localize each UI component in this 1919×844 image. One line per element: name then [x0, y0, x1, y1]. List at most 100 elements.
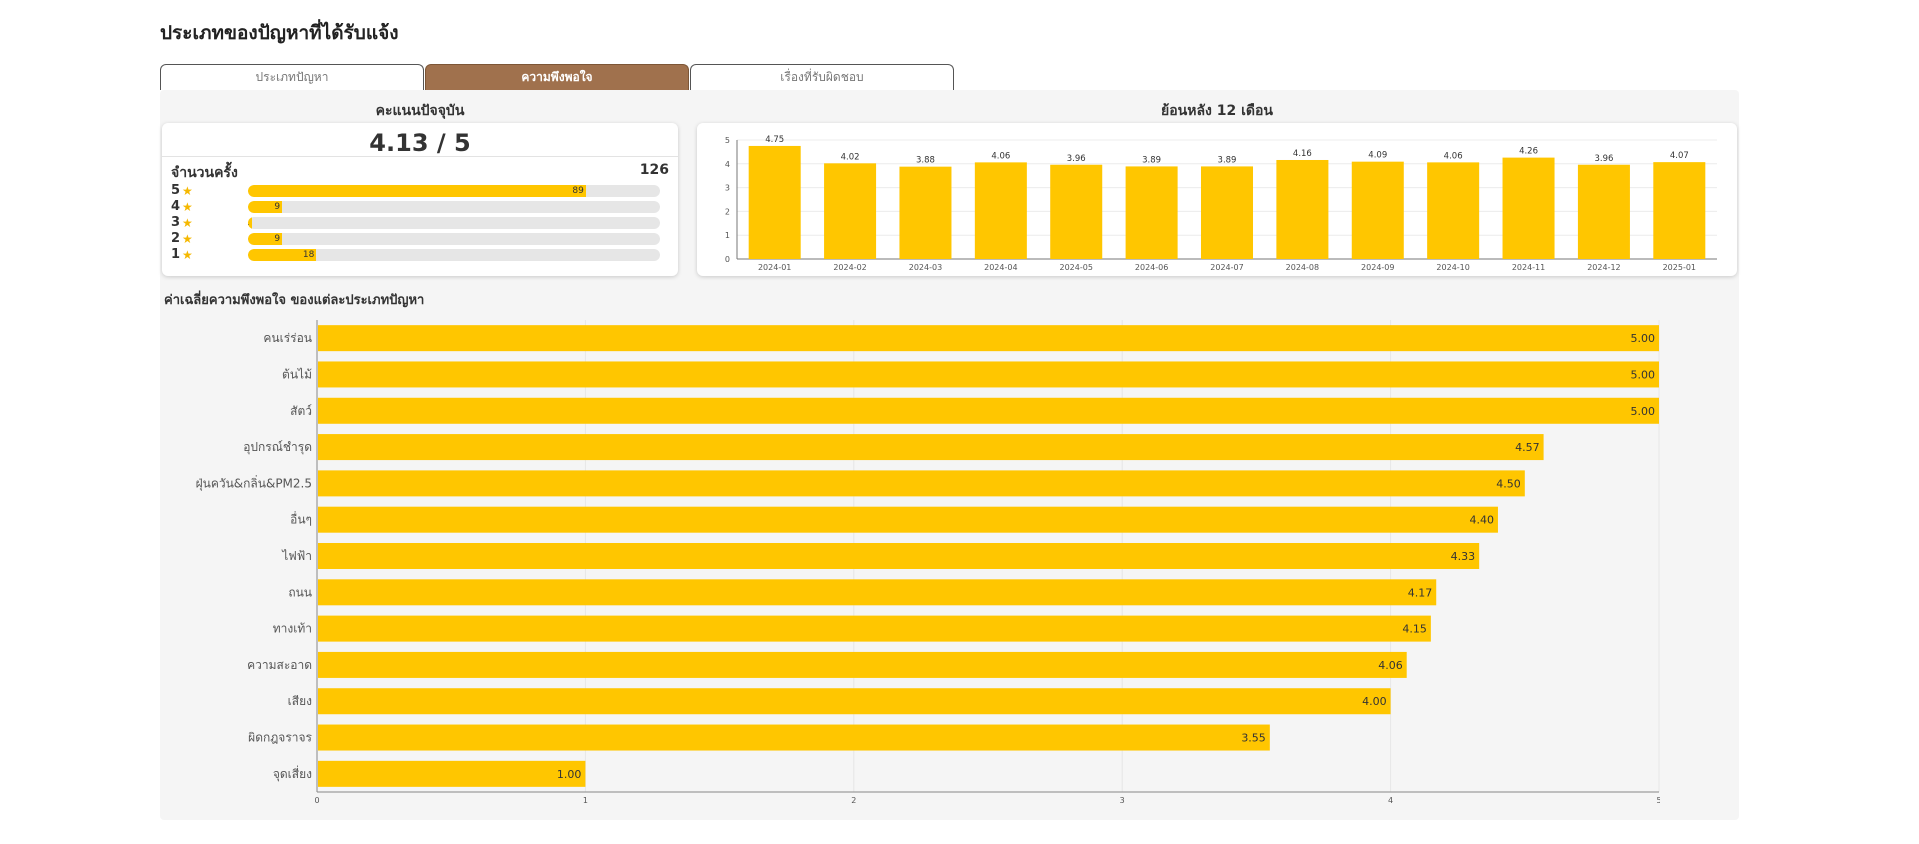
- rating-count: 89: [572, 186, 584, 196]
- x-tick-label: 2024-03: [909, 263, 942, 272]
- bar: [1653, 162, 1706, 259]
- star-icon: ★: [182, 200, 193, 214]
- y-tick-label: 0: [725, 255, 730, 264]
- trend-chart-card: 0 1 2 3 4 5 4.75 2024-01 4.02 2024-02 3.88 2024-03 4…: [697, 123, 1737, 276]
- y-tick-label: 3: [725, 184, 730, 193]
- rating-count: 9: [274, 202, 281, 212]
- data-label: 5.00: [1631, 405, 1656, 418]
- x-tick-label: 2024-04: [984, 263, 1017, 272]
- count-label: จำนวนครั้ง: [171, 165, 238, 181]
- divider: [162, 156, 678, 157]
- star-icon: ★: [182, 248, 193, 262]
- current-score-title: คะแนนปัจจุบัน: [375, 103, 465, 119]
- category-label: อื่นๆ: [290, 511, 312, 527]
- page-title: ประเภทของปัญหาที่ได้รับแจ้ง: [160, 22, 399, 44]
- rating-bar-fill: 1: [248, 217, 252, 229]
- x-tick-label: 2024-01: [758, 263, 791, 272]
- rating-row-3: 3 ★ 1: [171, 216, 671, 230]
- data-label: 4.07: [1670, 151, 1689, 161]
- star-icon: ★: [182, 232, 193, 246]
- category-label: อุปกรณ์ชำรุด: [243, 440, 312, 455]
- data-label: 4.50: [1496, 477, 1521, 490]
- bar: [318, 724, 1270, 751]
- data-label: 4.16: [1293, 149, 1312, 159]
- count-value: 126: [639, 162, 669, 178]
- x-tick-label: 2: [851, 796, 856, 805]
- x-tick-label: 2024-02: [833, 263, 866, 272]
- category-label: ไฟฟ้า: [281, 549, 312, 563]
- bar: [899, 166, 952, 259]
- trend-bar-chart: 0 1 2 3 4 5 4.75 2024-01 4.02 2024-02 3.88 2024-03 4…: [725, 135, 1717, 272]
- rating-bar-track: 1: [248, 217, 660, 229]
- data-label: 4.33: [1451, 550, 1476, 563]
- rating-count: 18: [302, 250, 315, 260]
- bar: [1200, 166, 1254, 259]
- bar: [1276, 159, 1329, 259]
- data-label: 5.00: [1631, 332, 1656, 345]
- rating-bar-track: 89: [248, 185, 660, 197]
- x-tick-label: 0: [314, 796, 319, 805]
- data-label: 4.15: [1402, 623, 1427, 636]
- x-tick-label: 2025-01: [1663, 263, 1696, 272]
- data-label: 4.06: [1444, 151, 1463, 161]
- data-label: 4.06: [1378, 659, 1403, 672]
- data-label: 4.75: [765, 135, 784, 145]
- category-label: ต้นไม้: [282, 367, 312, 381]
- tab-satisfaction[interactable]: ความพึงพอใจ: [425, 64, 689, 90]
- data-label: 4.40: [1469, 514, 1494, 527]
- score-value: 4.13 / 5: [369, 129, 471, 157]
- bar: [1050, 164, 1103, 259]
- bar: [1125, 166, 1178, 259]
- bar: [318, 615, 1431, 642]
- category-label: สัตว์: [290, 404, 312, 418]
- data-label: 3.89: [1218, 155, 1237, 165]
- bar: [318, 579, 1437, 606]
- category-label: ถนน: [288, 585, 312, 599]
- category-bar-chart: 0 1 2 3 4 5 5.00 คนเร่ร่อน 5.00 ต้นไม้ 5.00 สัตว์ 4.…: [196, 320, 1662, 805]
- rating-label: 3: [171, 215, 181, 230]
- data-label: 1.00: [557, 768, 582, 781]
- bar: [318, 361, 1659, 388]
- x-tick-label: 2024-06: [1135, 263, 1168, 272]
- tab-problem-type[interactable]: ประเภทปัญหา: [160, 64, 424, 90]
- category-label: ความสะอาด: [247, 658, 312, 672]
- bar: [1577, 164, 1630, 259]
- x-tick-label: 3: [1120, 796, 1125, 805]
- x-tick-label: 2024-09: [1361, 263, 1394, 272]
- bar: [318, 434, 1544, 461]
- bar: [1351, 161, 1404, 259]
- x-tick-label: 5: [1656, 796, 1660, 805]
- bar: [318, 397, 1659, 424]
- data-label: 3.89: [1142, 155, 1161, 165]
- data-label: 4.57: [1515, 441, 1540, 454]
- x-tick-label: 2024-05: [1060, 263, 1093, 272]
- rating-row-5: 5 ★ 89: [171, 184, 671, 198]
- category-chart: 0 1 2 3 4 5 5.00 คนเร่ร่อน 5.00 ต้นไม้ 5.00 สัตว์ 4.…: [160, 318, 1662, 818]
- bar: [318, 325, 1659, 352]
- y-tick-label: 5: [725, 136, 730, 145]
- category-label: ทางเท้า: [273, 622, 312, 636]
- rating-count: 9: [274, 234, 281, 244]
- star-icon: ★: [182, 216, 193, 230]
- data-label: 4.02: [841, 152, 860, 162]
- x-tick-label: 4: [1388, 796, 1393, 805]
- rating-bar-track: 9: [248, 201, 660, 213]
- data-label: 3.88: [916, 156, 935, 166]
- data-label: 4.00: [1362, 695, 1387, 708]
- bar: [824, 163, 877, 259]
- x-tick-label: 2024-07: [1210, 263, 1243, 272]
- data-label: 4.09: [1368, 151, 1387, 161]
- category-label: เสียง: [288, 694, 312, 708]
- x-tick-label: 2024-08: [1286, 263, 1319, 272]
- rating-label: 2: [171, 231, 181, 246]
- category-chart-title: ค่าเฉลี่ยความพึงพอใจ ของแต่ละประเภทปัญหา: [164, 293, 425, 308]
- category-label: ฝุ่นควัน&กลิ่น&PM2.5: [196, 474, 312, 491]
- rating-row-4: 4 ★ 9: [171, 200, 671, 214]
- rating-count: 1: [248, 217, 250, 229]
- rating-label: 1: [171, 247, 181, 262]
- bar: [318, 760, 586, 787]
- y-tick-label: 2: [725, 207, 730, 216]
- tab-responsibilities[interactable]: เรื่องที่รับผิดชอบ: [690, 64, 954, 90]
- bar: [974, 162, 1027, 259]
- data-label: 4.26: [1519, 147, 1538, 157]
